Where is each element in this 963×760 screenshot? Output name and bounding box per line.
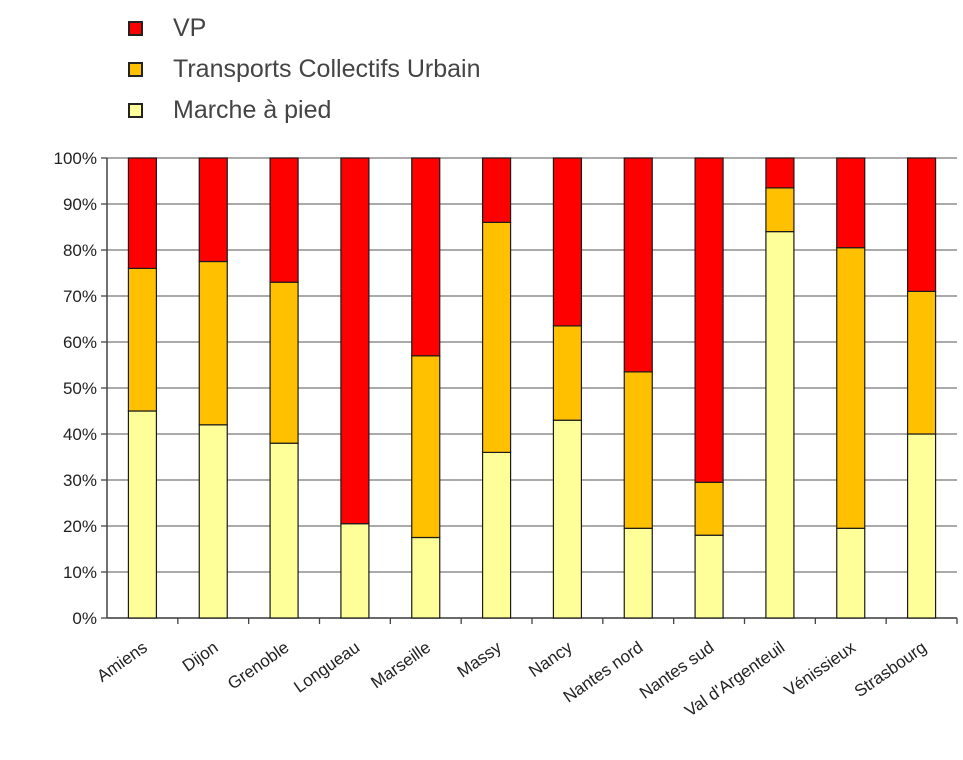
x-tick-label: Vénissieux bbox=[781, 637, 860, 700]
bar-segment bbox=[906, 290, 937, 435]
bar-segment bbox=[906, 433, 937, 619]
bar-segment bbox=[765, 231, 795, 619]
bar-segment bbox=[411, 536, 441, 619]
bar-segment bbox=[552, 325, 583, 421]
y-tick-label: 100% bbox=[54, 149, 97, 168]
y-tick-label: 40% bbox=[63, 425, 97, 444]
bar-segment bbox=[906, 157, 937, 292]
legend: VP Transports Collectifs Urbain Marche à p… bbox=[128, 8, 481, 131]
bar-segment bbox=[623, 527, 653, 619]
bar-segment bbox=[552, 419, 583, 619]
bar-segment bbox=[836, 527, 866, 619]
legend-item: Transports Collectifs Urbain bbox=[128, 49, 481, 90]
x-tick-label: Dijon bbox=[179, 638, 222, 676]
bar-segment bbox=[694, 534, 724, 619]
bar-segment bbox=[481, 157, 512, 224]
bar-segment bbox=[481, 451, 512, 619]
bar-segment bbox=[198, 260, 228, 426]
bar-segment bbox=[836, 247, 866, 529]
bar-segment bbox=[694, 157, 724, 483]
legend-label: Transports Collectifs Urbain bbox=[173, 55, 481, 83]
bar-segment bbox=[198, 424, 228, 619]
legend-label: Marche à pied bbox=[173, 96, 332, 124]
y-tick-label: 60% bbox=[63, 333, 97, 352]
legend-item: VP bbox=[128, 8, 481, 49]
y-tick-label: 20% bbox=[63, 517, 97, 536]
y-tick-label: 80% bbox=[63, 241, 97, 260]
y-tick-label: 0% bbox=[72, 609, 97, 628]
bar-segment bbox=[269, 442, 299, 619]
x-tick-label: Amiens bbox=[93, 638, 150, 686]
bar-segment bbox=[765, 187, 795, 233]
x-tick-label: Longueau bbox=[290, 638, 363, 697]
y-tick-label: 50% bbox=[63, 379, 97, 398]
legend-swatch bbox=[128, 103, 143, 118]
x-tick-label: Marseille bbox=[367, 638, 434, 693]
bar-segment bbox=[623, 157, 653, 373]
bar-segment bbox=[127, 267, 158, 412]
y-tick-label: 10% bbox=[63, 563, 97, 582]
y-tick-label: 90% bbox=[63, 195, 97, 214]
legend-label: VP bbox=[173, 14, 207, 42]
bar-segment bbox=[552, 157, 583, 327]
bar-segment bbox=[411, 355, 441, 539]
bar-segment bbox=[340, 523, 370, 619]
x-tick-label: Nancy bbox=[525, 637, 576, 680]
bar-segment bbox=[836, 157, 866, 249]
x-tick-label: Grenoble bbox=[224, 638, 292, 694]
bar-segment bbox=[411, 157, 441, 357]
legend-item: Marche à pied bbox=[128, 90, 481, 131]
x-tick-label: Nantes nord bbox=[560, 638, 647, 707]
y-tick-label: 70% bbox=[63, 287, 97, 306]
x-tick-label: Strasbourg bbox=[851, 638, 930, 701]
bar-segment bbox=[198, 157, 228, 263]
legend-swatch bbox=[128, 62, 143, 77]
bar-segment bbox=[269, 281, 299, 444]
bar-segment bbox=[269, 157, 299, 283]
bar-segment bbox=[623, 371, 653, 529]
x-tick-label: Massy bbox=[454, 637, 506, 681]
bar-segment bbox=[481, 221, 512, 453]
bar-segment bbox=[694, 481, 724, 536]
bar-segment bbox=[765, 157, 795, 189]
bar-segment bbox=[127, 157, 158, 270]
y-tick-label: 30% bbox=[63, 471, 97, 490]
bar-segment bbox=[127, 410, 158, 619]
bar-segment bbox=[340, 157, 370, 525]
legend-swatch bbox=[128, 21, 143, 36]
